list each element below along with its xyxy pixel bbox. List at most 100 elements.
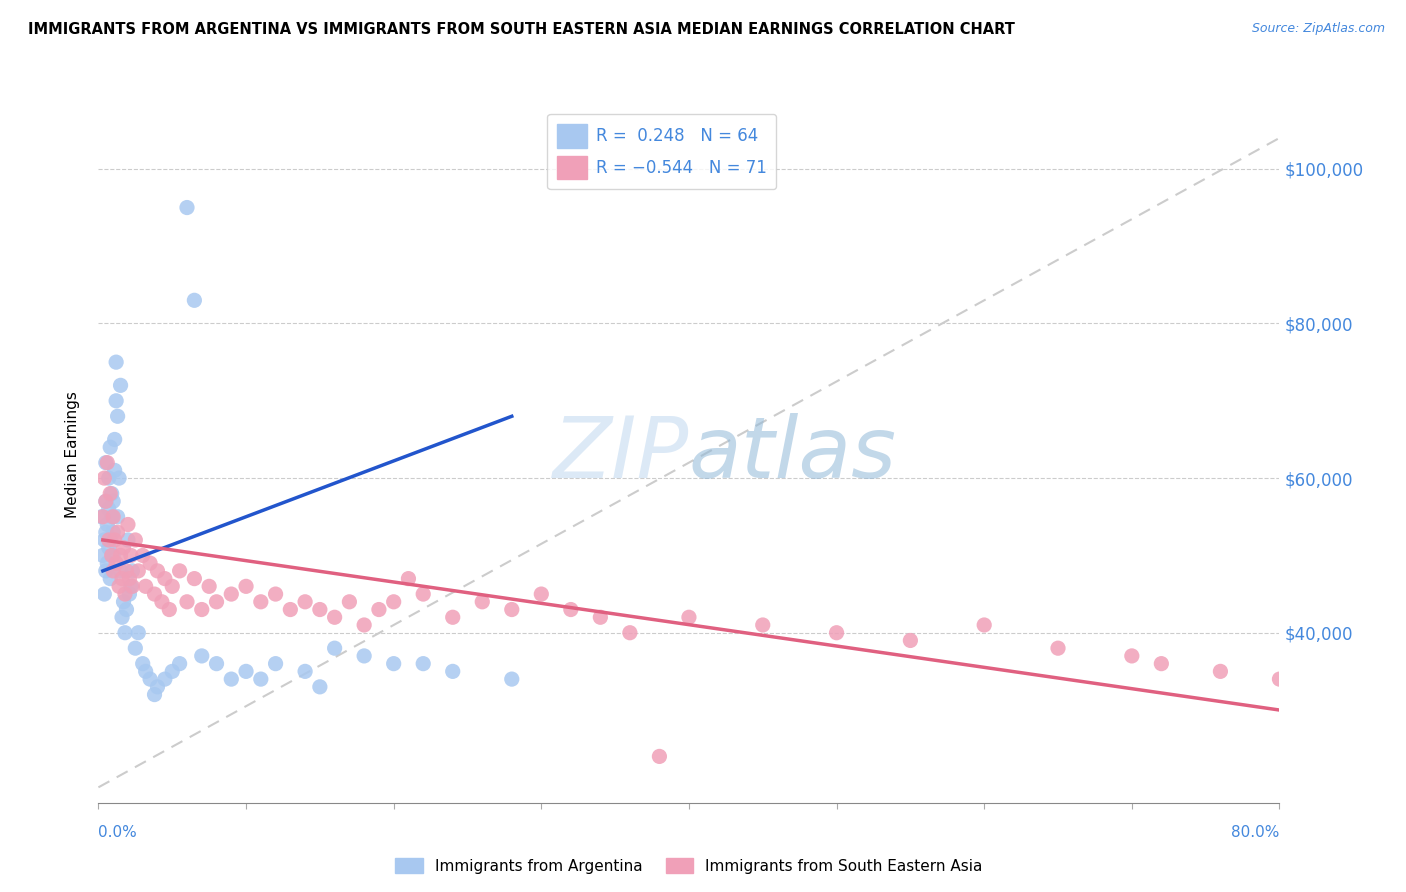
- Point: [127, 625, 149, 640]
- Point: [117, 517, 139, 532]
- Point: [560, 602, 582, 616]
- Point: [1268, 672, 1291, 686]
- Point: [162, 665, 183, 679]
- Point: [412, 657, 434, 671]
- Point: [135, 579, 157, 593]
- Text: IMMIGRANTS FROM ARGENTINA VS IMMIGRANTS FROM SOUTH EASTERN ASIA MEDIAN EARNINGS : IMMIGRANTS FROM ARGENTINA VS IMMIGRANTS …: [28, 22, 1015, 37]
- Point: [111, 610, 134, 624]
- Point: [103, 525, 125, 540]
- Point: [97, 533, 120, 547]
- Point: [97, 502, 120, 516]
- Point: [120, 549, 142, 563]
- Point: [91, 509, 114, 524]
- Point: [98, 533, 121, 547]
- Point: [176, 595, 198, 609]
- Point: [104, 433, 127, 447]
- Point: [323, 610, 346, 624]
- Point: [323, 641, 346, 656]
- Text: Source: ZipAtlas.com: Source: ZipAtlas.com: [1251, 22, 1385, 36]
- Point: [107, 409, 129, 424]
- Point: [1209, 665, 1232, 679]
- Point: [169, 657, 191, 671]
- Point: [339, 595, 360, 609]
- Point: [105, 556, 128, 570]
- Point: [219, 587, 242, 601]
- Point: [153, 572, 176, 586]
- Point: [124, 641, 146, 656]
- Point: [108, 579, 131, 593]
- Point: [250, 595, 273, 609]
- Point: [94, 564, 117, 578]
- Point: [183, 572, 205, 586]
- Point: [235, 579, 257, 593]
- Point: [111, 572, 134, 586]
- Point: [264, 587, 287, 601]
- Point: [115, 564, 138, 578]
- Point: [973, 618, 995, 632]
- Point: [104, 533, 127, 547]
- Point: [108, 471, 131, 485]
- Point: [139, 672, 162, 686]
- Point: [114, 587, 136, 601]
- Text: 80.0%: 80.0%: [1232, 825, 1279, 840]
- Point: [90, 509, 112, 524]
- Point: [103, 549, 125, 563]
- Point: [176, 201, 198, 215]
- Point: [98, 486, 121, 500]
- Point: [93, 471, 115, 485]
- Point: [96, 456, 118, 470]
- Point: [107, 525, 129, 540]
- Point: [146, 564, 169, 578]
- Point: [96, 556, 118, 570]
- Point: [382, 657, 405, 671]
- Point: [219, 672, 242, 686]
- Point: [139, 556, 162, 570]
- Point: [1121, 648, 1143, 663]
- Point: [132, 657, 155, 671]
- Point: [143, 587, 166, 601]
- Point: [121, 579, 143, 593]
- Point: [471, 595, 494, 609]
- Point: [353, 648, 375, 663]
- Point: [98, 572, 121, 586]
- Point: [825, 625, 848, 640]
- Point: [162, 579, 183, 593]
- Point: [91, 549, 114, 563]
- Point: [120, 579, 142, 593]
- Point: [153, 672, 176, 686]
- Point: [117, 533, 139, 547]
- Point: [94, 456, 117, 470]
- Point: [235, 665, 257, 679]
- Point: [112, 595, 135, 609]
- Point: [98, 440, 121, 454]
- Point: [309, 680, 332, 694]
- Point: [93, 533, 115, 547]
- Point: [169, 564, 191, 578]
- Point: [294, 665, 316, 679]
- Point: [93, 587, 115, 601]
- Point: [441, 665, 464, 679]
- Point: [110, 564, 132, 578]
- Point: [124, 533, 146, 547]
- Point: [150, 595, 173, 609]
- Point: [157, 602, 180, 616]
- Point: [121, 564, 143, 578]
- Point: [115, 602, 138, 616]
- Point: [250, 672, 273, 686]
- Point: [96, 517, 118, 532]
- Point: [396, 572, 419, 586]
- Point: [97, 471, 120, 485]
- Point: [110, 378, 132, 392]
- Point: [112, 541, 135, 555]
- Point: [648, 749, 671, 764]
- Point: [105, 393, 128, 408]
- Point: [589, 610, 612, 624]
- Point: [118, 572, 141, 586]
- Point: [412, 587, 434, 601]
- Point: [353, 618, 375, 632]
- Point: [368, 602, 391, 616]
- Point: [100, 549, 122, 563]
- Point: [900, 633, 922, 648]
- Text: atlas: atlas: [689, 413, 897, 497]
- Point: [205, 657, 228, 671]
